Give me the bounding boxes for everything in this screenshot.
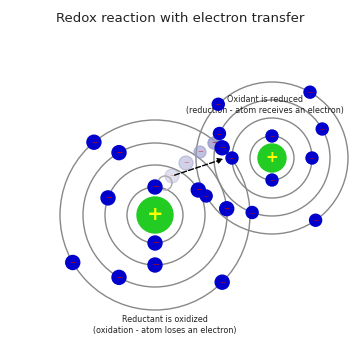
Text: −: − — [320, 126, 325, 131]
Text: −: − — [217, 131, 222, 136]
Text: −: − — [313, 218, 318, 223]
Text: −: − — [152, 238, 158, 248]
Text: −: − — [183, 160, 189, 166]
Text: −: − — [91, 138, 97, 147]
Circle shape — [137, 197, 173, 233]
Circle shape — [310, 214, 321, 226]
Text: −: − — [152, 261, 158, 270]
Text: −: − — [197, 149, 203, 155]
Circle shape — [194, 146, 206, 158]
Circle shape — [266, 130, 278, 142]
Text: Oxidant is reduced
(reduction - atom receives an electron): Oxidant is reduced (reduction - atom rec… — [186, 95, 344, 115]
Circle shape — [191, 183, 205, 197]
Circle shape — [220, 202, 234, 216]
Text: −: − — [169, 173, 175, 179]
Circle shape — [165, 169, 179, 183]
Text: −: − — [219, 143, 225, 152]
Circle shape — [212, 98, 224, 110]
Text: +: + — [266, 150, 278, 166]
Text: −: − — [269, 177, 275, 183]
Text: −: − — [116, 148, 122, 157]
Circle shape — [304, 86, 316, 98]
Circle shape — [66, 256, 80, 270]
Text: −: − — [249, 210, 255, 215]
Circle shape — [208, 137, 220, 149]
Text: Redox reaction with electron transfer: Redox reaction with electron transfer — [56, 12, 304, 24]
Circle shape — [306, 152, 318, 164]
Text: −: − — [224, 204, 230, 213]
Text: −: − — [152, 183, 158, 192]
Text: −: − — [195, 185, 202, 194]
Text: −: − — [216, 102, 221, 107]
Text: −: − — [229, 156, 235, 161]
Circle shape — [148, 236, 162, 250]
Circle shape — [316, 123, 328, 135]
Circle shape — [148, 258, 162, 272]
Text: −: − — [211, 140, 217, 146]
Circle shape — [179, 156, 193, 170]
Circle shape — [200, 190, 212, 202]
Circle shape — [87, 135, 101, 149]
Text: −: − — [69, 258, 76, 267]
Circle shape — [112, 270, 126, 284]
Text: −: − — [116, 273, 122, 282]
Text: Reductant is oxidized
(oxidation - atom loses an electron): Reductant is oxidized (oxidation - atom … — [93, 315, 237, 335]
Text: −: − — [307, 90, 312, 95]
Text: −: − — [219, 278, 225, 287]
Text: −: − — [105, 193, 111, 202]
Circle shape — [215, 141, 229, 155]
Circle shape — [213, 127, 225, 139]
Circle shape — [266, 174, 278, 186]
Text: +: + — [147, 206, 163, 225]
Circle shape — [258, 144, 286, 172]
Circle shape — [215, 275, 229, 289]
Circle shape — [226, 152, 238, 164]
Circle shape — [246, 207, 258, 219]
Circle shape — [101, 191, 115, 205]
Text: −: − — [203, 194, 209, 198]
Text: −: − — [309, 156, 315, 161]
Text: −: − — [269, 134, 275, 139]
Circle shape — [112, 146, 126, 159]
Circle shape — [148, 180, 162, 194]
